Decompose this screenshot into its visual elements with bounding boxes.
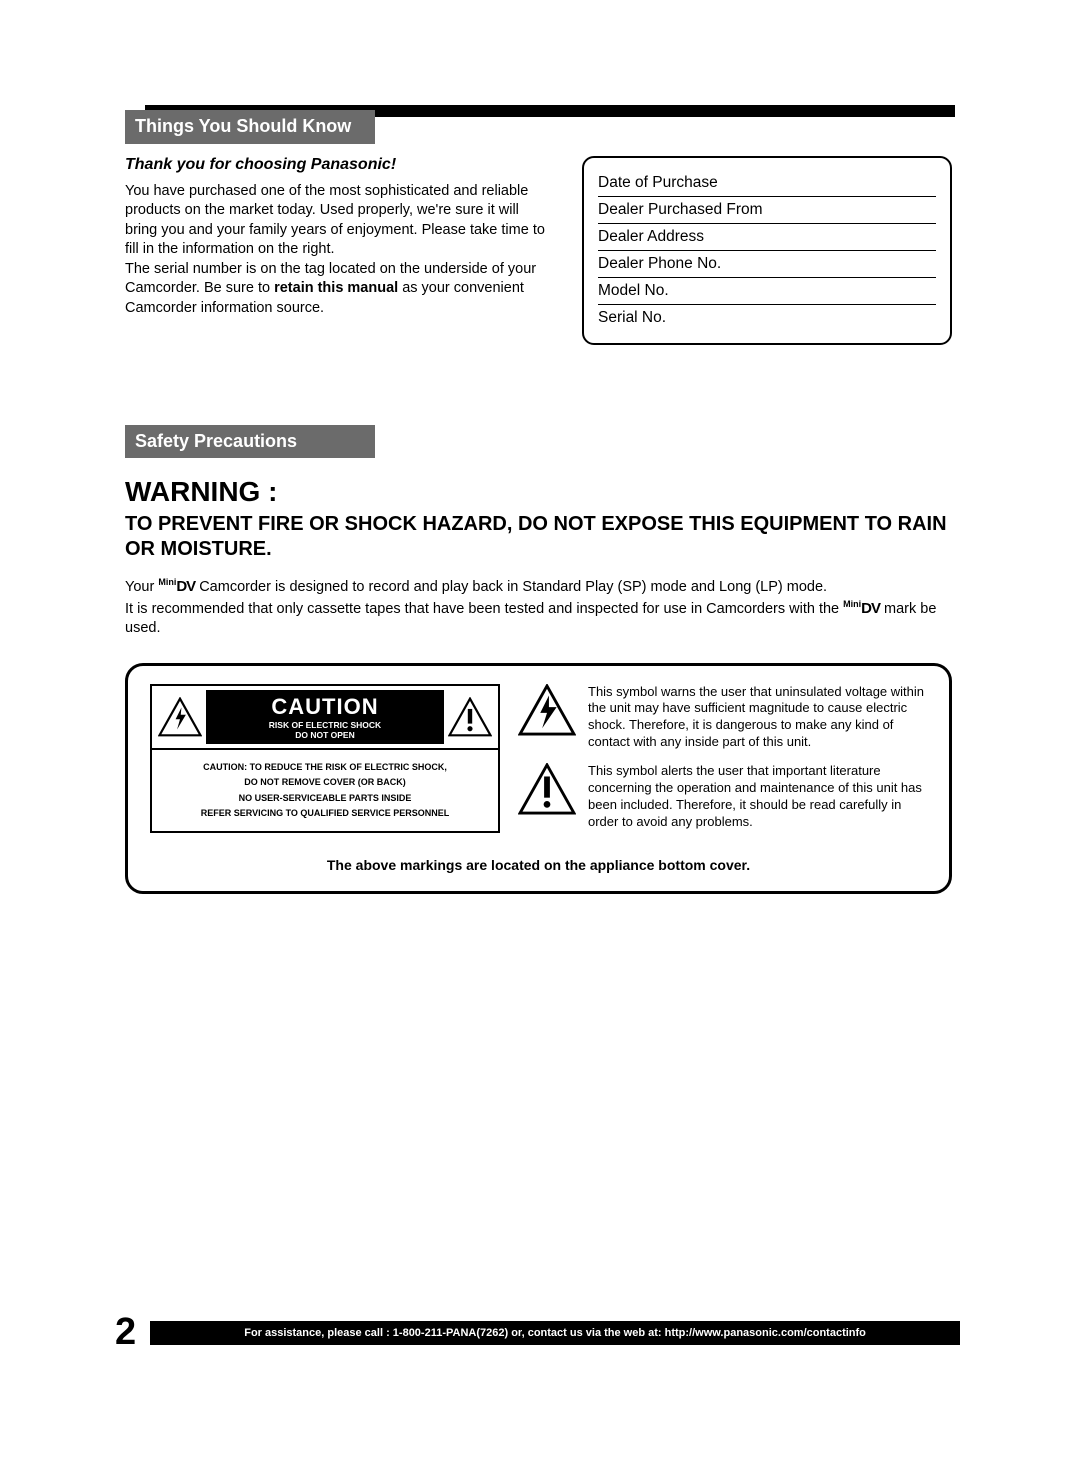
warning-title: WARNING : (125, 476, 952, 508)
caution-inst-3: NO USER-SERVICEABLE PARTS INSIDE (160, 791, 490, 806)
caution-box: CAUTION RISK OF ELECTRIC SHOCK DO NOT OP… (125, 663, 952, 894)
mini-label: Mini (843, 599, 861, 609)
symbol-row-exclaim: This symbol alerts the user that importa… (518, 763, 927, 831)
info-field: Model No. (598, 278, 936, 305)
caution-instructions: CAUTION: TO REDUCE THE RISK OF ELECTRIC … (150, 750, 500, 833)
dv-mark-icon: DV (176, 578, 195, 595)
info-field: Serial No. (598, 305, 936, 331)
exclamation-triangle-icon (448, 697, 492, 737)
shock-triangle-icon (518, 684, 576, 736)
footer-assistance-bar: For assistance, please call : 1-800-211-… (150, 1321, 960, 1345)
warning-body-1b: Camcorder is designed to record and play… (195, 579, 827, 595)
caution-plate-sub1: RISK OF ELECTRIC SHOCK (212, 720, 438, 730)
caution-inst-1: CAUTION: TO REDUCE THE RISK OF ELECTRIC … (160, 760, 490, 775)
caution-inst-2: DO NOT REMOVE COVER (OR BACK) (160, 775, 490, 790)
purchase-info-box: Date of Purchase Dealer Purchased From D… (582, 156, 952, 345)
exclamation-triangle-icon (518, 763, 576, 815)
caution-plate: CAUTION RISK OF ELECTRIC SHOCK DO NOT OP… (150, 684, 500, 750)
info-field: Dealer Address (598, 224, 936, 251)
caution-plate-sub2: DO NOT OPEN (212, 730, 438, 740)
info-field: Dealer Phone No. (598, 251, 936, 278)
warning-body-2: It is recommended that only cassette tap… (125, 598, 952, 639)
caution-plate-title: CAUTION (212, 694, 438, 720)
page-footer: 2 For assistance, please call : 1-800-21… (115, 1311, 960, 1354)
symbol-row-shock: This symbol warns the user that uninsula… (518, 684, 927, 752)
intro-p2b: retain this manual (274, 280, 398, 296)
info-field: Date of Purchase (598, 170, 936, 197)
intro-left: Thank you for choosing Panasonic! You ha… (125, 156, 552, 345)
intro-subtitle: Thank you for choosing Panasonic! (125, 156, 552, 174)
symbol-exclaim-text: This symbol alerts the user that importa… (588, 763, 927, 831)
shock-triangle-icon (158, 697, 202, 737)
dv-mark-icon: DV (861, 599, 880, 616)
warning-body-1a: Your (125, 579, 158, 595)
caution-plate-center: CAUTION RISK OF ELECTRIC SHOCK DO NOT OP… (206, 690, 444, 744)
page-content: Things You Should Know Thank you for cho… (125, 110, 952, 894)
caution-symbol-column: This symbol warns the user that uninsula… (518, 684, 927, 843)
intro-two-column: Thank you for choosing Panasonic! You ha… (125, 156, 952, 345)
symbol-shock-text: This symbol warns the user that uninsula… (588, 684, 927, 752)
intro-paragraph-1: You have purchased one of the most sophi… (125, 182, 552, 260)
warning-sub: TO PREVENT FIRE OR SHOCK HAZARD, DO NOT … (125, 512, 952, 562)
caution-footer-text: The above markings are located on the ap… (150, 857, 927, 873)
info-field: Dealer Purchased From (598, 197, 936, 224)
intro-paragraph-2: The serial number is on the tag located … (125, 260, 552, 319)
section-safety-precautions: Safety Precautions (125, 425, 375, 459)
warning-body-2a: It is recommended that only cassette tap… (125, 600, 843, 616)
page-number: 2 (115, 1311, 136, 1354)
caution-inst-4: REFER SERVICING TO QUALIFIED SERVICE PER… (160, 806, 490, 821)
caution-plate-column: CAUTION RISK OF ELECTRIC SHOCK DO NOT OP… (150, 684, 500, 843)
mini-label: Mini (158, 577, 176, 587)
section-things-you-should-know: Things You Should Know (125, 110, 375, 144)
warning-body-1: Your MiniDV Camcorder is designed to rec… (125, 576, 952, 597)
